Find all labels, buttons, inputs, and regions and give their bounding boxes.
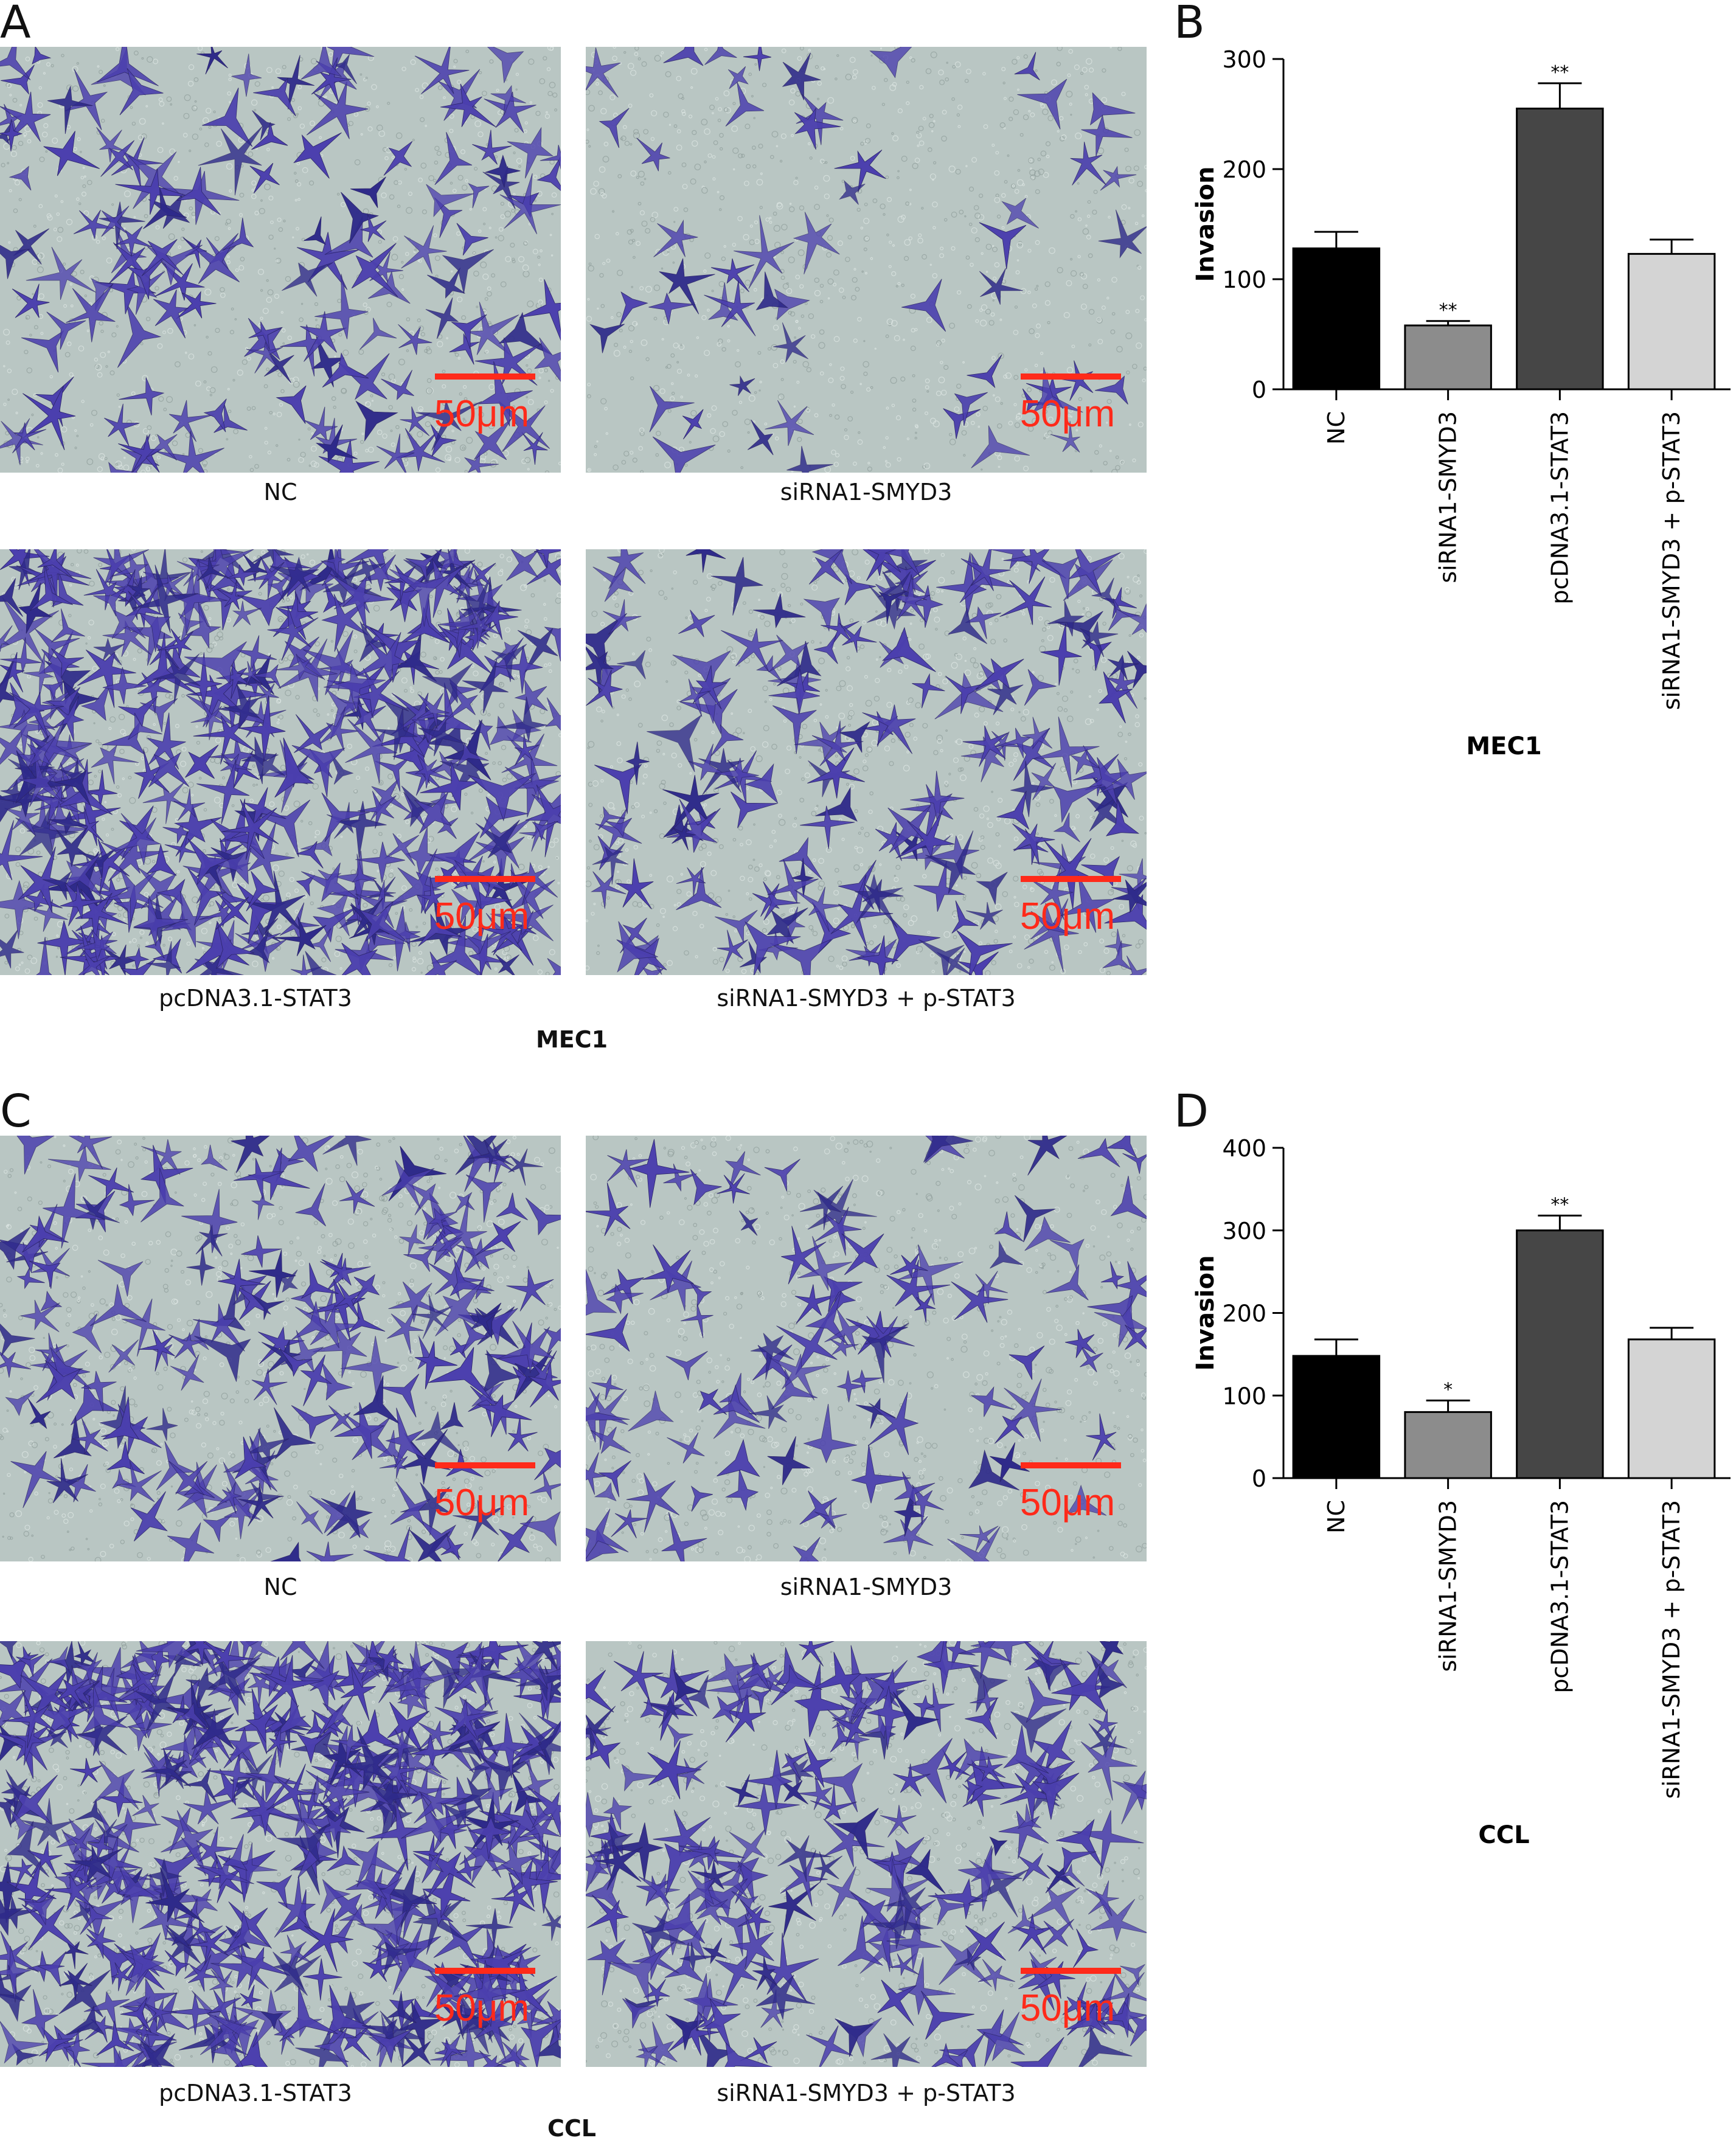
significance-label: ** xyxy=(1550,1194,1569,1215)
micrograph-canvas: 50μm xyxy=(586,47,1147,473)
chart-b-mec1: 0 100 200 300 Invasion NC ** siRNA1-SMYD3 ** pcDN… xyxy=(1171,43,1736,773)
panel-letter-d: D xyxy=(1174,1085,1209,1137)
category-label: pcDNA3.1-STAT3 xyxy=(1546,1500,1573,1693)
category-label: pcDNA3.1-STAT3 xyxy=(1546,411,1573,605)
significance-label: ** xyxy=(1439,300,1457,321)
bar xyxy=(1292,247,1381,391)
background-texture xyxy=(586,47,1147,473)
micrograph-canvas: 50μm xyxy=(0,1641,561,2067)
y-tick-label: 400 xyxy=(1222,1135,1266,1162)
caption-a-combo: siRNA1-SMYD3 + p-STAT3 xyxy=(717,985,1016,1012)
scale-bar-label: 50μm xyxy=(434,895,529,937)
bar xyxy=(1292,1355,1381,1479)
caption-c-combo: siRNA1-SMYD3 + p-STAT3 xyxy=(717,2080,1016,2106)
group-caption-a: MEC1 xyxy=(535,1026,608,1053)
scale-bar: 50μm xyxy=(1020,1462,1121,1524)
y-axis-label: Invasion xyxy=(1192,167,1220,282)
scale-bar: 50μm xyxy=(1020,1968,1121,2029)
panel-letter-b: B xyxy=(1174,0,1205,49)
scale-bar: 50μm xyxy=(434,876,535,937)
significance-label: ** xyxy=(1550,62,1569,83)
x-axis-label: MEC1 xyxy=(1466,732,1541,760)
significance-label: * xyxy=(1443,1379,1453,1400)
category-label: siRNA1-SMYD3 + p-STAT3 xyxy=(1658,411,1685,710)
micrograph-c-combo: 50μm xyxy=(586,1641,1147,2067)
micrograph-canvas: 50μm xyxy=(0,47,561,473)
micrograph-canvas: 50μm xyxy=(586,549,1147,975)
bar xyxy=(1516,1229,1604,1479)
y-tick-label: 300 xyxy=(1222,1218,1266,1245)
y-tick-label: 300 xyxy=(1222,46,1266,73)
caption-c-pcdna: pcDNA3.1-STAT3 xyxy=(159,2080,352,2106)
micrograph-canvas: 50μm xyxy=(0,1136,561,1561)
cells xyxy=(0,549,561,975)
micrograph-canvas: 50μm xyxy=(586,1136,1147,1561)
bar xyxy=(1516,107,1604,391)
cells xyxy=(586,549,1147,975)
cells xyxy=(0,47,561,473)
scale-bar-label: 50μm xyxy=(1020,1482,1115,1524)
y-tick-label: 100 xyxy=(1222,266,1266,293)
scale-bar: 50μm xyxy=(434,373,535,435)
y-axis-label: Invasion xyxy=(1192,1255,1220,1371)
panel-letter-c: C xyxy=(0,1085,32,1137)
micrograph-c-sirna: 50μm xyxy=(586,1136,1147,1561)
micrograph-a-nc: 50μm xyxy=(0,47,561,473)
y-tick-label: 200 xyxy=(1222,1300,1266,1327)
caption-c-sirna: siRNA1-SMYD3 xyxy=(780,1574,953,1600)
cells xyxy=(586,1641,1147,2067)
scale-bar-label: 50μm xyxy=(434,393,529,435)
micrograph-a-sirna: 50μm xyxy=(586,47,1147,473)
category-label: NC xyxy=(1323,1500,1350,1533)
cells xyxy=(0,1136,561,1561)
y-tick-label: 0 xyxy=(1252,377,1266,403)
micrograph-c-pcdna: 50μm xyxy=(0,1641,561,2067)
bar xyxy=(1404,324,1492,391)
caption-c-nc: NC xyxy=(263,1574,297,1600)
caption-a-nc: NC xyxy=(263,479,297,505)
cells xyxy=(586,1136,1147,1561)
scale-bar: 50μm xyxy=(434,1462,535,1524)
x-axis-label: CCL xyxy=(1478,1821,1529,1849)
scale-bar: 50μm xyxy=(434,1968,535,2029)
micrograph-a-pcdna: 50μm xyxy=(0,549,561,975)
scale-bar-label: 50μm xyxy=(1020,393,1115,435)
chart-d-ccl: 0 100 200 300 400 Invasion NC * siRNA1-SMYD3 ** pc… xyxy=(1171,1131,1736,1861)
cells xyxy=(586,47,1147,473)
category-label: siRNA1-SMYD3 xyxy=(1435,1500,1462,1672)
bar xyxy=(1404,1411,1492,1479)
category-label: siRNA1-SMYD3 + p-STAT3 xyxy=(1658,1500,1685,1799)
panel-letter-a: A xyxy=(0,0,31,49)
micrograph-canvas: 50μm xyxy=(586,1641,1147,2067)
scale-bar: 50μm xyxy=(1020,876,1121,937)
scale-bar-label: 50μm xyxy=(1020,895,1115,937)
micrograph-c-nc: 50μm xyxy=(0,1136,561,1561)
scale-bar-label: 50μm xyxy=(434,1987,529,2029)
scale-bar-label: 50μm xyxy=(434,1482,529,1524)
bar xyxy=(1627,252,1716,391)
cells xyxy=(0,1641,561,2067)
category-label: siRNA1-SMYD3 xyxy=(1435,411,1462,583)
group-caption-c: CCL xyxy=(547,2115,596,2142)
micrograph-a-combo: 50μm xyxy=(586,549,1147,975)
category-label: NC xyxy=(1323,411,1350,445)
caption-a-pcdna: pcDNA3.1-STAT3 xyxy=(159,985,352,1012)
scale-bar-label: 50μm xyxy=(1020,1987,1115,2029)
background-texture xyxy=(1,47,561,473)
bar xyxy=(1627,1338,1716,1479)
scale-bar: 50μm xyxy=(1020,373,1121,435)
y-tick-label: 200 xyxy=(1222,156,1266,183)
y-tick-label: 100 xyxy=(1222,1383,1266,1409)
caption-a-sirna: siRNA1-SMYD3 xyxy=(780,479,953,505)
y-tick-label: 0 xyxy=(1252,1465,1266,1492)
micrograph-canvas: 50μm xyxy=(0,549,561,975)
